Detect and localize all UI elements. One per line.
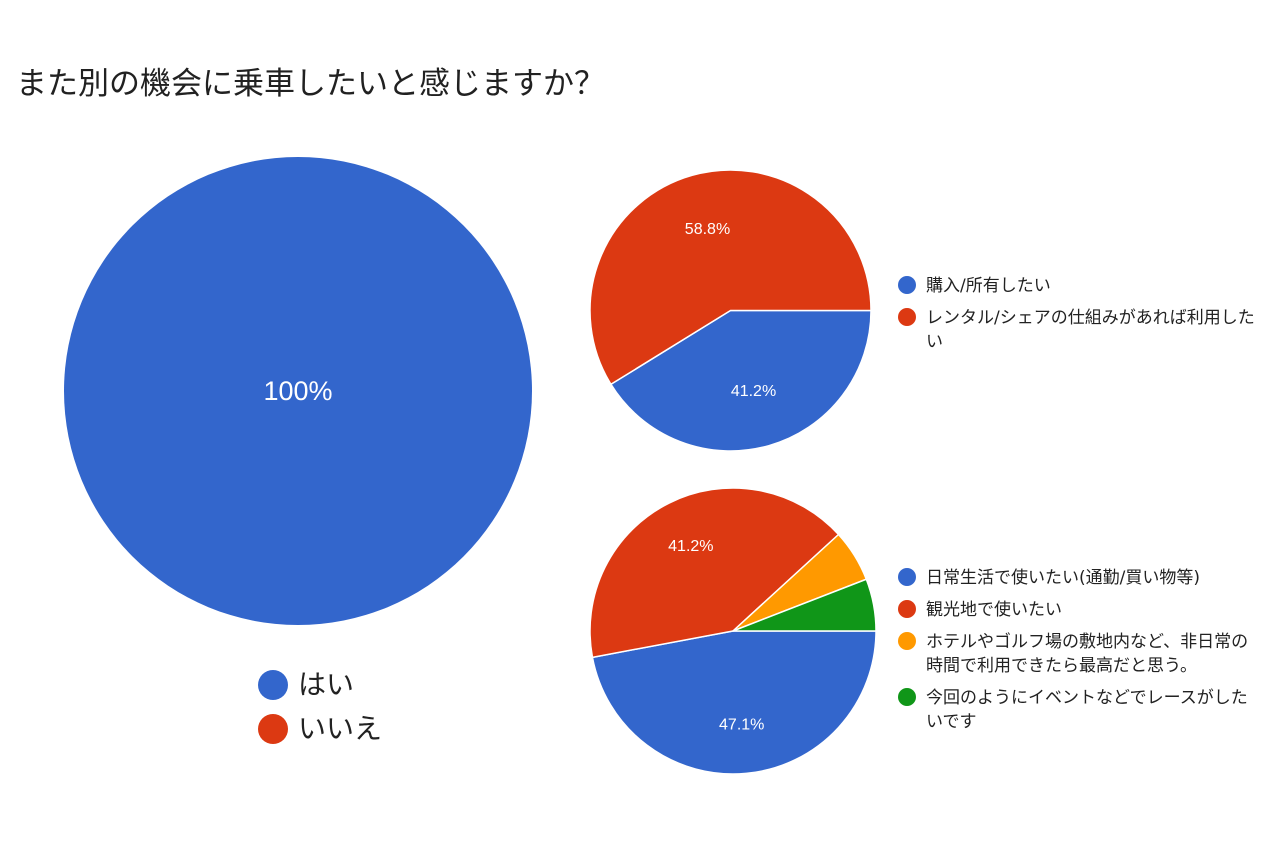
slice-label: 47.1%	[719, 716, 764, 733]
legend-item: 日常生活で使いたい(通勤/買い物等)	[898, 566, 1256, 590]
legend-swatch-icon	[898, 688, 916, 706]
legend-item: はい	[258, 668, 382, 712]
pie-slice	[591, 630, 877, 775]
legend-label: はい	[298, 668, 355, 701]
legend-label: 観光地で使いたい	[926, 600, 1062, 620]
pie-slice	[732, 578, 877, 632]
legend-label: レンタル/シェアの仕組みがあれば利用したい	[926, 308, 1255, 352]
slice-label: 41.2%	[731, 383, 776, 400]
page-title: また別の機会に乗車したいと感じますか？	[16, 66, 605, 102]
legend-item: 今回のようにイベントなどでレースがしたいです	[898, 686, 1256, 734]
pie-chart-1: 100%	[64, 157, 532, 625]
pie-slice	[589, 487, 840, 659]
legend-3: 日常生活で使いたい(通勤/買い物等) 観光地で使いたいホテルやゴルフ場の敷地内など…	[898, 566, 1256, 742]
legend-swatch-icon	[258, 670, 288, 700]
legend-label: 日常生活で使いたい(通勤/買い物等)	[926, 568, 1200, 588]
legend-1: はい いいえ	[258, 668, 382, 756]
legend-swatch-icon	[898, 308, 916, 326]
legend-item: いいえ	[258, 712, 382, 756]
legend-item: 観光地で使いたい	[898, 598, 1256, 622]
legend-swatch-icon	[898, 632, 916, 650]
legend-item: レンタル/シェアの仕組みがあれば利用したい	[898, 306, 1256, 354]
legend-swatch-icon	[258, 714, 288, 744]
legend-item: 購入/所有したい	[898, 274, 1256, 298]
legend-swatch-icon	[898, 600, 916, 618]
legend-label: いいえ	[298, 712, 383, 745]
slice-label: 100%	[263, 376, 332, 406]
pie-chart-3: 47.1% 41.2%	[589, 487, 877, 775]
legend-label: 今回のようにイベントなどでレースがしたいです	[926, 688, 1248, 732]
pie-slice	[610, 309, 872, 452]
legend-label: ホテルやゴルフ場の敷地内など、非日常の時間で利用できたら最高だと思う。	[926, 632, 1249, 676]
legend-swatch-icon	[898, 276, 916, 294]
legend-swatch-icon	[898, 568, 916, 586]
pie-slice	[589, 169, 872, 386]
pie-chart-2: 41.2% 58.8%	[589, 169, 872, 452]
legend-label: 購入/所有したい	[926, 276, 1051, 296]
slice-label: 58.8%	[685, 221, 730, 238]
legend-item: ホテルやゴルフ場の敷地内など、非日常の時間で利用できたら最高だと思う。	[898, 630, 1256, 678]
legend-2: 購入/所有したいレンタル/シェアの仕組みがあれば利用したい	[898, 274, 1256, 362]
slice-label: 41.2%	[668, 538, 713, 555]
pie-slice	[64, 157, 532, 625]
